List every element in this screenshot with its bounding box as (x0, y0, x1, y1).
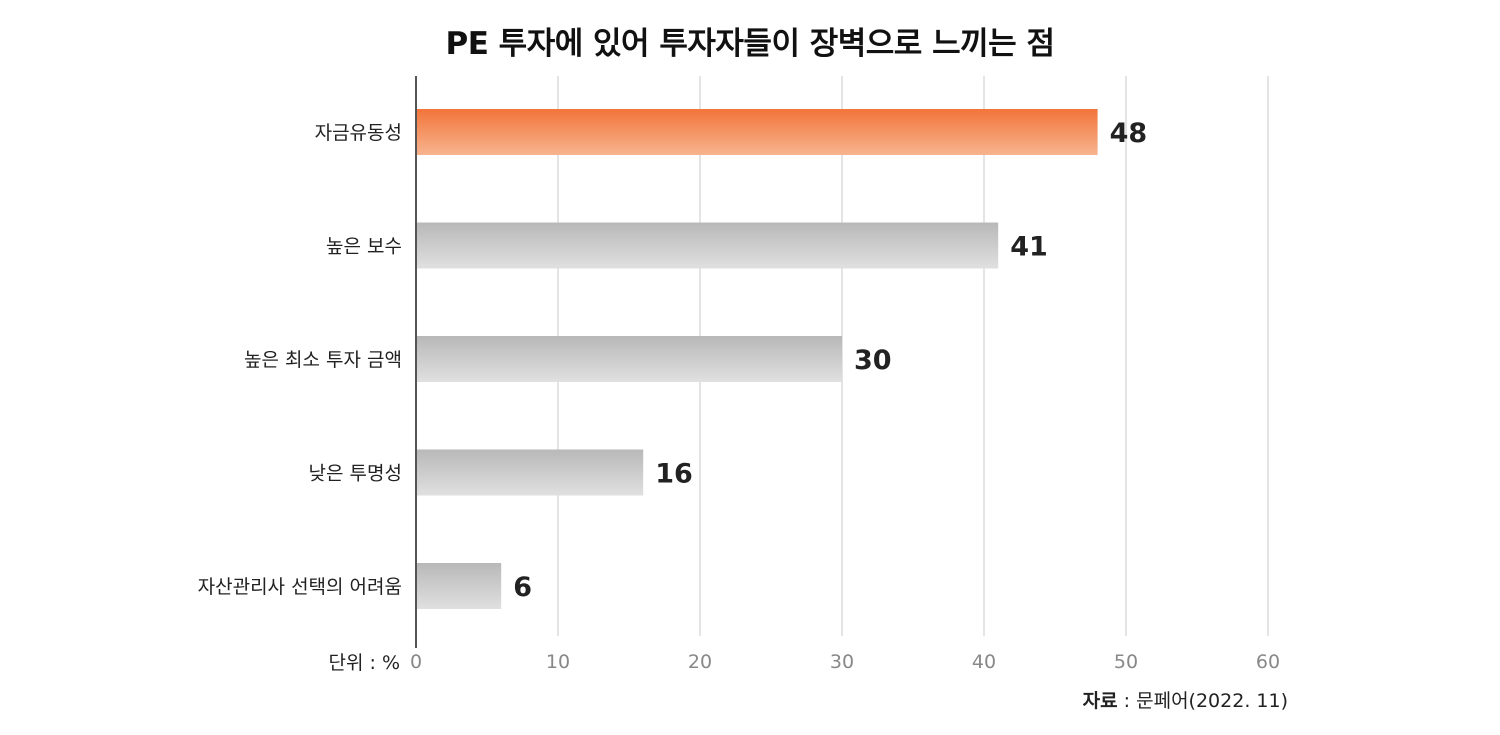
source-text: : 문페어(2022. 11) (1117, 690, 1288, 712)
x-tick-label: 10 (546, 651, 570, 673)
x-tick-label: 50 (1114, 651, 1138, 673)
x-tick-label: 0 (410, 651, 422, 673)
value-label: 16 (655, 459, 693, 490)
bar (416, 563, 502, 609)
x-tick-label: 20 (688, 651, 712, 673)
bars (416, 109, 1098, 609)
chart-title: PE 투자에 있어 투자자들이 장벽으로 느끼는 점 (445, 26, 1055, 62)
value-label: 6 (513, 572, 532, 603)
x-tick-label: 30 (830, 651, 854, 673)
category-label: 높은 보수 (326, 236, 402, 258)
bar (416, 222, 999, 269)
category-label: 높은 최소 투자 금액 (244, 349, 402, 371)
source-note: 자료 : 문페어(2022. 11) (1083, 686, 1288, 713)
value-label: 41 (1010, 232, 1048, 263)
category-label: 자산관리사 선택의 어려움 (198, 576, 402, 598)
bar (416, 336, 842, 382)
value-label: 48 (1110, 118, 1148, 149)
x-tick-label: 40 (972, 651, 996, 673)
category-label: 자금유동성 (315, 122, 402, 144)
bar (416, 109, 1098, 155)
category-label: 낮은 투명성 (309, 463, 402, 485)
bar (416, 449, 644, 496)
source-key: 자료 (1082, 690, 1118, 712)
value-label: 30 (854, 345, 892, 376)
unit-label: 단위 : % (328, 652, 401, 674)
x-axis-ticks: 0 10 20 30 40 50 60 (410, 651, 1280, 673)
x-tick-label: 60 (1256, 651, 1280, 673)
value-labels: 48 41 30 16 6 (513, 118, 1147, 603)
